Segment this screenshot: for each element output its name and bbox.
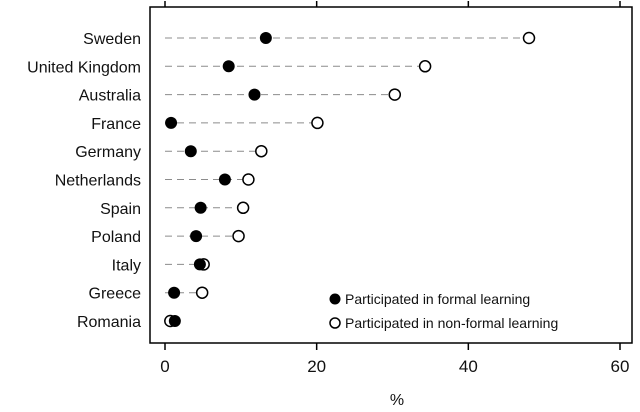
marker-formal-spain (194, 201, 207, 214)
marker-non-formal-netherlands (242, 173, 255, 186)
category-label: Sweden (83, 31, 141, 48)
marker-formal-poland (190, 230, 203, 243)
marker-non-formal-spain (236, 201, 250, 215)
legend: Participated in formal learning Particip… (329, 291, 558, 331)
marker-formal-france (165, 116, 178, 129)
marker-non-formal-poland (232, 229, 245, 243)
plot-frame (149, 6, 633, 344)
marker-non-formal-france (311, 116, 324, 130)
category-label: Romania (77, 314, 141, 331)
category-label: Italy (112, 257, 141, 274)
x-tick-label: 0 (160, 357, 169, 376)
marker-formal-netherlands (218, 173, 231, 186)
marker-non-formal-germany (255, 144, 268, 158)
x-tick-label: 60 (611, 357, 630, 376)
marker-formal-romania (168, 315, 181, 327)
marker-formal-greece (168, 286, 181, 299)
category-label: Netherlands (55, 173, 141, 190)
marker-formal-germany (184, 145, 197, 158)
marker-formal-sweden (259, 32, 272, 44)
marker-non-formal-australia (388, 88, 402, 101)
marker-non-formal-united-kingdom (418, 60, 432, 73)
category-label: United Kingdom (27, 59, 141, 76)
x-tick-label: 20 (307, 357, 326, 376)
marker-formal-australia (248, 88, 261, 101)
legend-label-non-formal: Participated in non-formal learning (345, 315, 558, 331)
category-label: Australia (79, 88, 141, 105)
category-label: Greece (89, 286, 142, 303)
marker-formal-united-kingdom (222, 60, 235, 73)
category-label: Germany (75, 144, 141, 161)
category-label: Poland (91, 229, 141, 246)
marker-non-formal-greece (195, 286, 209, 299)
category-label: Spain (100, 201, 141, 218)
x-axis-title: % (390, 392, 404, 409)
category-label: France (91, 116, 141, 133)
legend-marker-non-formal (329, 317, 341, 329)
legend-label-formal: Participated in formal learning (345, 291, 530, 307)
x-tick-label: 40 (459, 357, 478, 376)
marker-formal-italy (193, 258, 206, 271)
marker-non-formal-sweden (522, 31, 536, 45)
legend-marker-formal (329, 293, 341, 305)
